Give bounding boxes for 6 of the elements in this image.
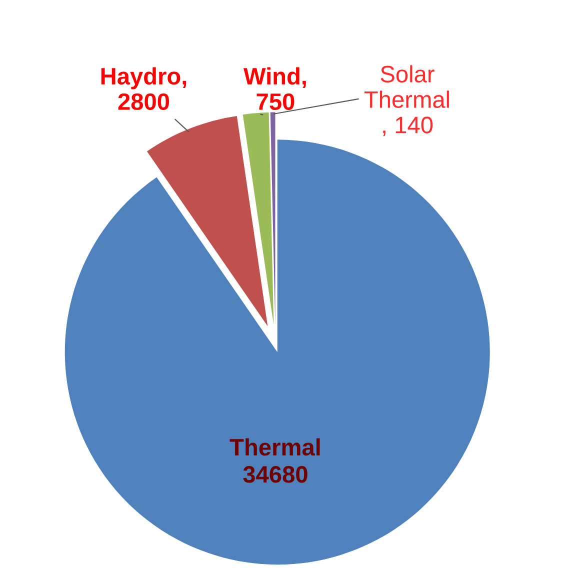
slice-label: Solar Thermal <box>364 65 449 108</box>
slice-label: Thermal <box>230 438 320 456</box>
data-label: 34680 <box>243 466 308 483</box>
slice-label: Wind, 750 <box>243 67 306 110</box>
data-label: , 140 <box>383 116 433 136</box>
slice-label: Haydro, 2800 <box>101 67 186 110</box>
